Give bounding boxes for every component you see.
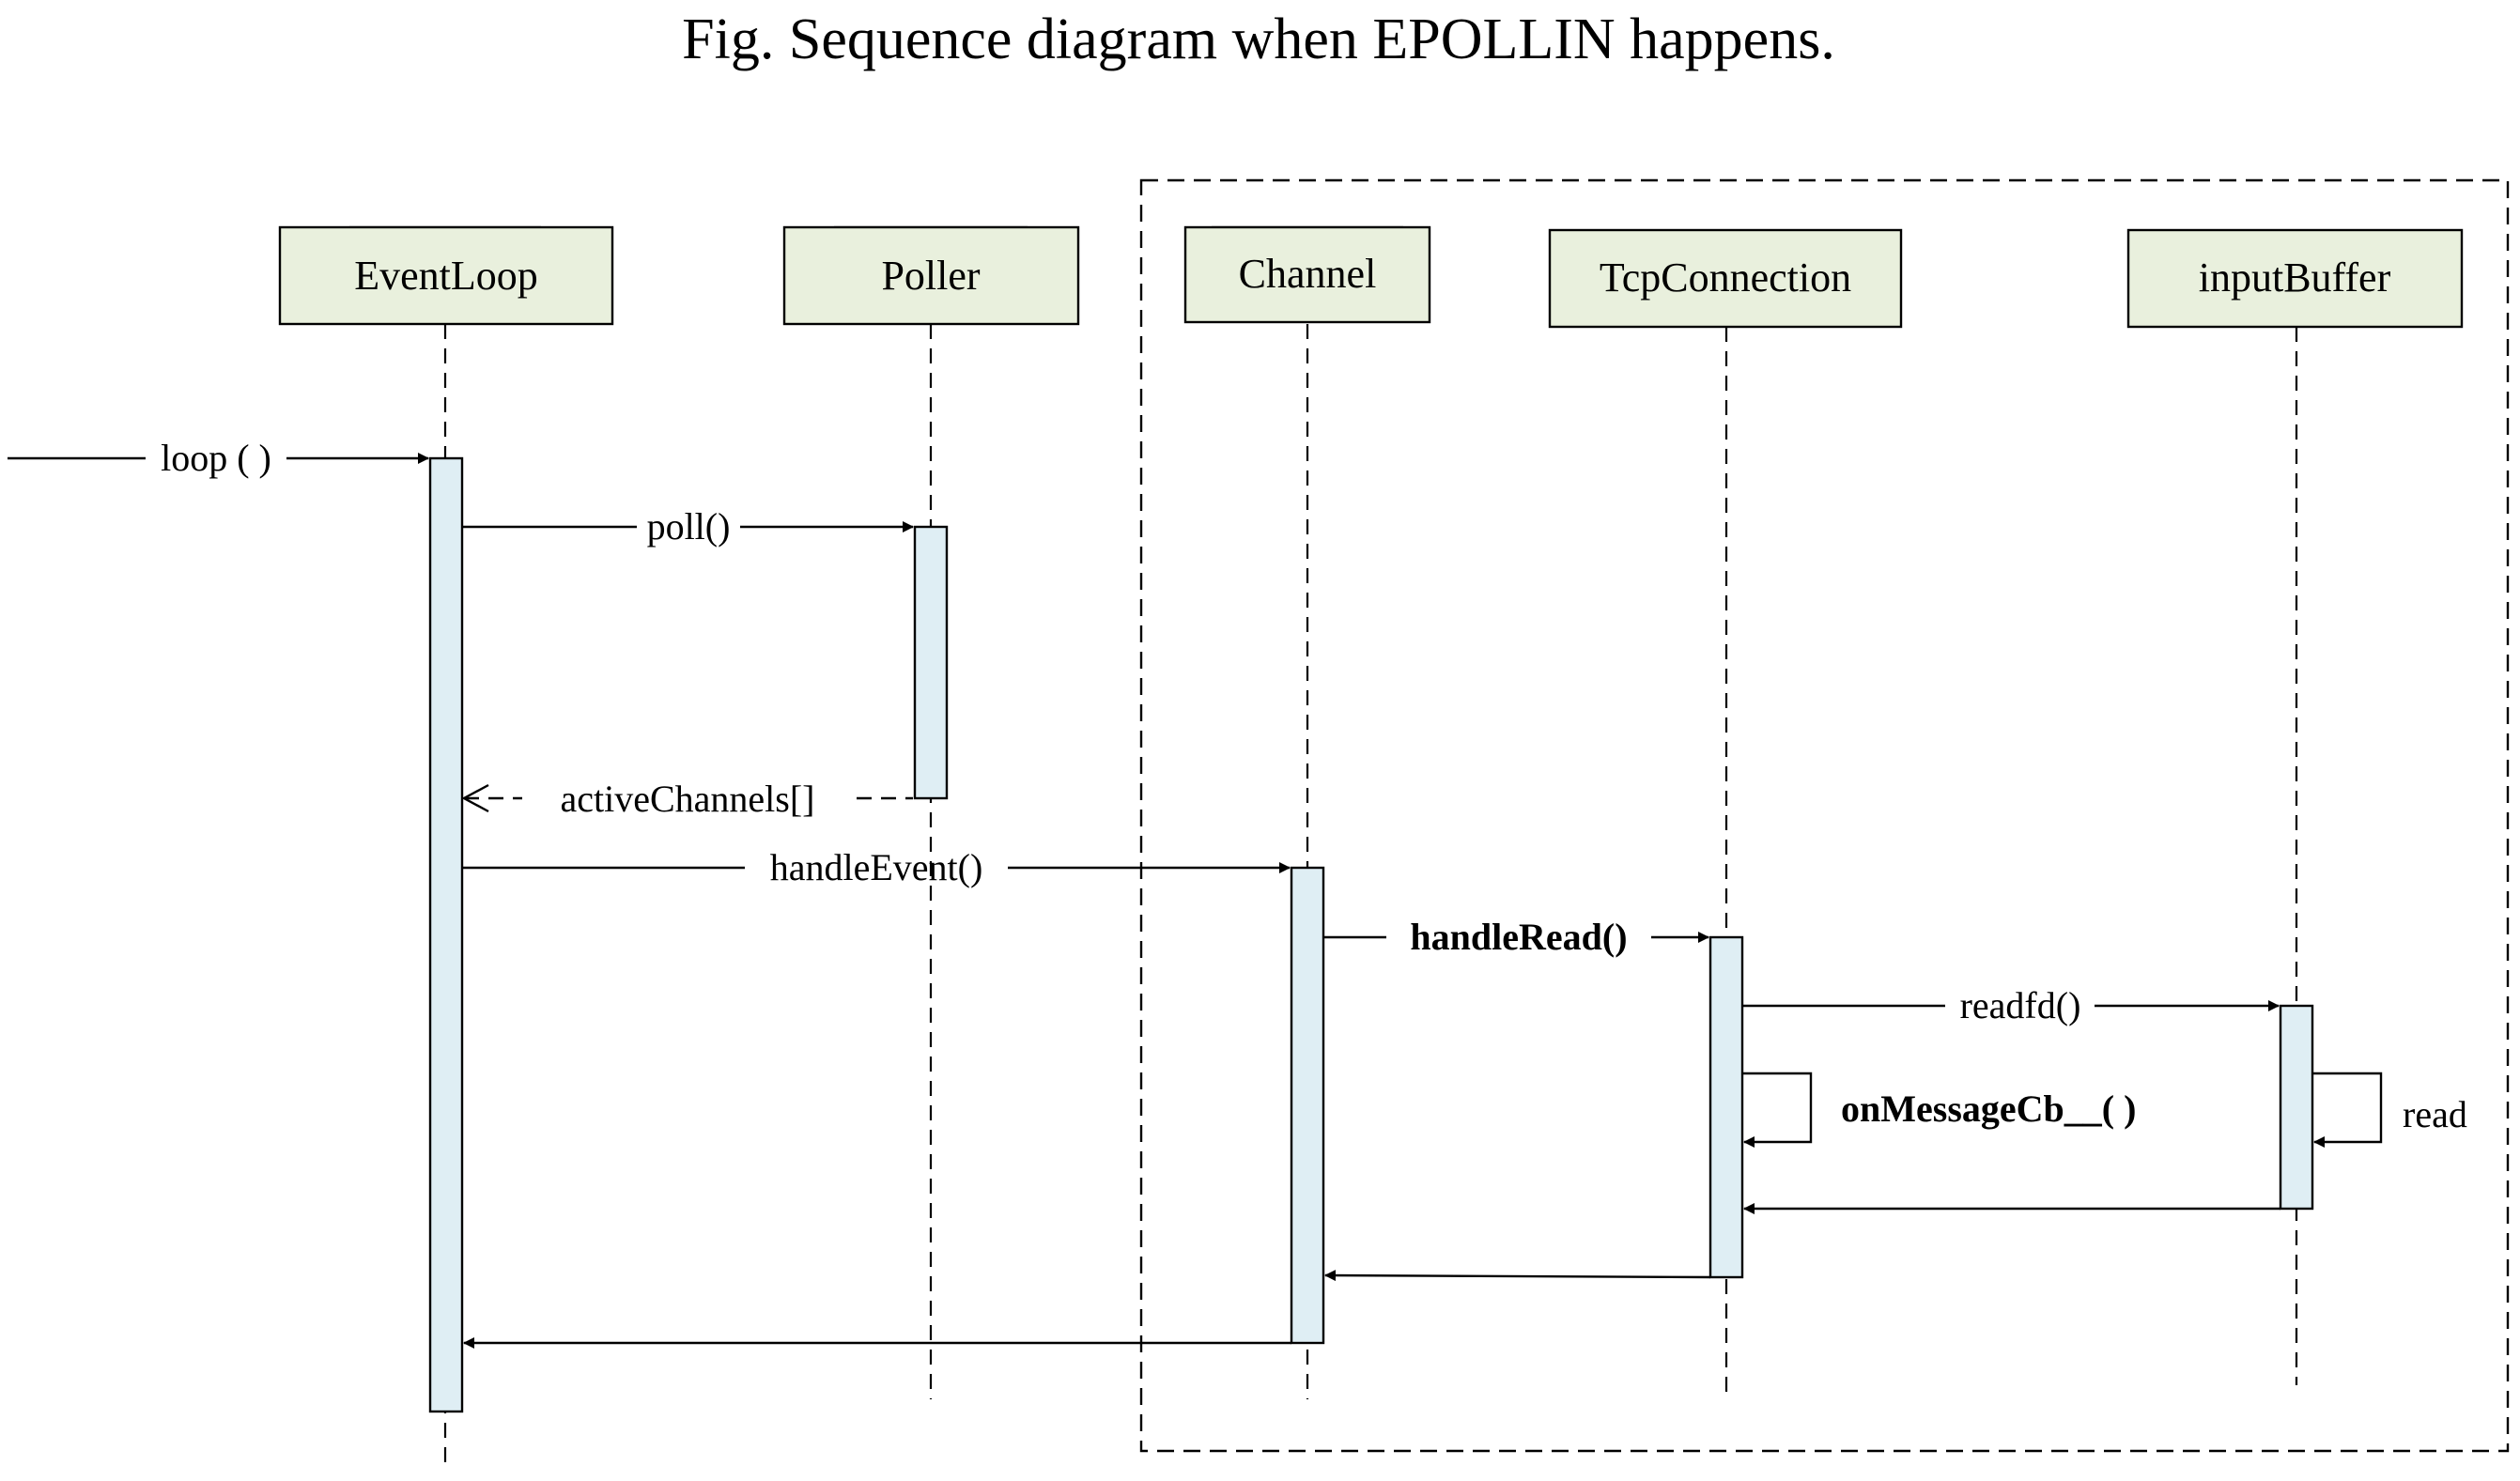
message-readfd-label: readfd() — [1960, 984, 2081, 1026]
message-poll: poll() — [462, 505, 914, 548]
message-on-message-label: onMessageCb__( ) — [1841, 1088, 2136, 1130]
object-eventloop-label: EventLoop — [354, 253, 538, 299]
object-poller-label: Poller — [881, 253, 980, 299]
activation-channel — [1290, 866, 1325, 1345]
object-eventloop: EventLoop — [278, 225, 614, 326]
message-read-label: read — [2403, 1093, 2467, 1135]
object-channel-label: Channel — [1239, 251, 1377, 297]
message-handle-read: handleRead() — [1323, 916, 1709, 958]
message-handle-event: handleEvent() — [462, 846, 1291, 888]
activation-inputbuffer — [2279, 1004, 2314, 1211]
message-read: read — [2312, 1072, 2467, 1148]
message-handle-event-label: handleEvent() — [770, 846, 983, 888]
message-readfd: readfd() — [1742, 984, 2280, 1026]
figure-title: Fig. Sequence diagram when EPOLLIN happe… — [682, 8, 1835, 71]
object-inputbuffer-label: inputBuffer — [2199, 255, 2391, 301]
activation-poller — [913, 525, 949, 800]
message-on-message: onMessageCb__( ) — [1742, 1072, 2136, 1148]
message-handle-read-label: handleRead() — [1410, 916, 1627, 958]
message-poll-label: poll() — [647, 505, 731, 548]
object-poller: Poller — [782, 225, 1080, 326]
object-inputbuffer: inputBuffer — [2126, 228, 2464, 329]
object-channel: Channel — [1183, 225, 1431, 324]
message-active-channels: activeChannels[] — [461, 778, 913, 820]
message-loop: loop ( ) — [8, 437, 429, 479]
activation-eventloop — [428, 456, 464, 1413]
message-loop-label: loop ( ) — [161, 437, 271, 479]
object-tcpconnection: TcpConnection — [1548, 228, 1903, 329]
return-tcpconnection-to-channel — [1324, 1270, 1711, 1282]
activation-tcpconnection — [1708, 935, 1744, 1279]
group-frame — [1139, 178, 2510, 1453]
object-tcpconnection-label: TcpConnection — [1600, 255, 1851, 301]
message-active-channels-label: activeChannels[] — [561, 778, 815, 820]
